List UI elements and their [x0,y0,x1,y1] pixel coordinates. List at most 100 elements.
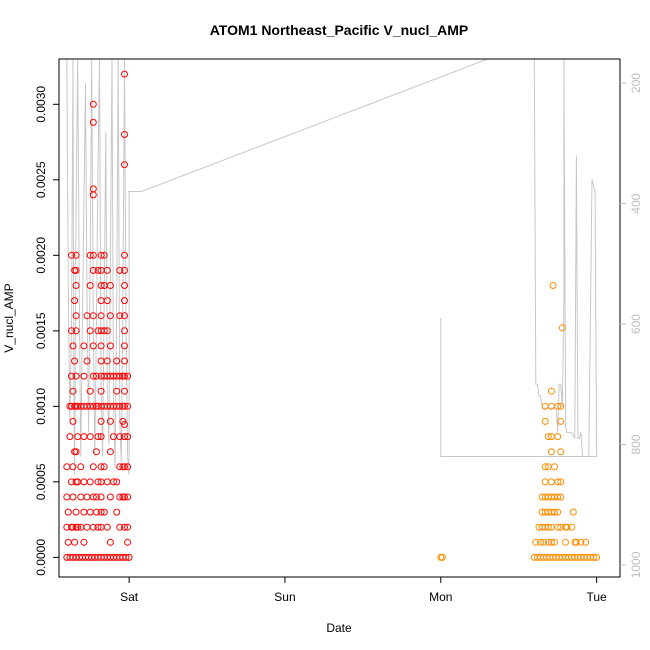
data-point [69,463,77,471]
data-point [89,118,97,126]
data-point [551,538,558,546]
data-point [557,478,565,486]
data-point [97,508,105,516]
chart-title: ATOM1 Northeast_Pacific V_nucl_AMP [210,22,469,38]
data-point [106,342,114,350]
data-point [121,70,128,78]
data-point [116,493,124,501]
data-point [89,493,97,501]
data-point [86,478,94,486]
data-point [121,421,128,428]
y-tick-label: 0.0030 [34,86,48,123]
data-point [94,433,102,441]
data-point [124,402,132,410]
data-point [89,463,97,471]
data-point [124,538,132,546]
data-point [121,282,128,289]
data-point [63,463,71,471]
data-point [124,493,132,501]
data-point [77,463,85,471]
y-tick-label: 0.0020 [34,237,48,274]
data-point [63,493,71,501]
data-point [83,357,91,365]
x-axis-label: Date [326,621,352,635]
data-point [124,372,132,380]
data-point [557,448,565,456]
depth-line-2 [440,179,598,457]
data-point [572,538,580,546]
data-point [554,433,562,441]
data-point [121,131,128,138]
x-tick-label: Mon [429,590,452,604]
data-point [568,523,576,531]
data-point [554,478,562,486]
data-point [92,372,100,380]
data-point [86,327,94,335]
data-point [64,508,72,516]
data-point [64,538,72,546]
data-point [116,402,124,410]
data-point [106,448,114,456]
data-point [103,297,111,305]
y-tick-label: 0.0000 [34,539,48,576]
data-point [116,523,124,531]
data-point [121,357,128,365]
data-point [86,387,94,395]
data-point [438,553,446,561]
data-point [116,433,124,441]
data-point [74,433,82,441]
data-point [97,463,105,471]
data-point [92,448,100,456]
data-point [69,417,77,425]
data-point [72,372,80,380]
data-point [103,523,111,531]
data-point [66,433,74,441]
data-point [121,387,128,395]
right-tick-label: 400 [629,193,643,213]
data-point [97,312,105,320]
data-point [89,191,97,199]
data-point [100,463,108,471]
data-point [80,538,88,546]
data-point [547,448,555,456]
y-tick-label: 0.0015 [34,312,48,349]
data-point [77,493,85,501]
data-point [577,538,585,546]
data-point [69,523,77,531]
data-point [97,493,105,501]
data-point [113,508,121,516]
data-point [83,523,91,531]
depth-line-1 [66,58,597,475]
data-point [110,478,117,486]
data-point [68,372,75,380]
data-point [549,282,557,289]
data-point [544,523,552,531]
data-point [557,417,565,425]
data-point [537,538,544,546]
data-point [69,387,77,395]
data-point [72,282,80,289]
data-point [97,433,105,441]
x-tick-label: Tue [587,590,608,604]
data-point [121,523,128,531]
y-tick-label: 0.0010 [34,388,48,425]
data-point [89,402,97,410]
y-tick-label: 0.0005 [34,463,48,500]
data-point [544,433,552,441]
depth-line-layer [66,58,598,475]
right-tick-label: 200 [629,73,643,93]
data-point [124,463,132,471]
data-point [121,266,128,274]
data-point [94,478,102,486]
data-point [72,266,80,274]
right-tick-label: 800 [629,434,643,454]
data-point [125,553,133,561]
data-point [103,478,111,486]
data-point [121,312,128,320]
data-point [593,553,601,561]
data-point [116,312,124,320]
data-point [86,251,94,259]
data-point [569,508,577,516]
data-point [554,493,562,501]
data-point [92,493,100,501]
